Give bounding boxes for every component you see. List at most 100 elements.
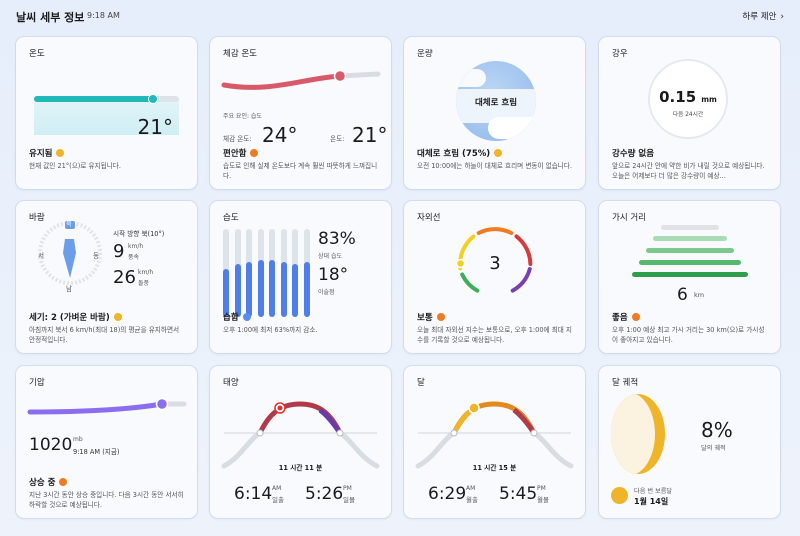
feels-label: 체감 온도: bbox=[223, 135, 252, 143]
sunset-time: 5:26 bbox=[305, 484, 344, 504]
card-title: 바람 bbox=[29, 213, 45, 223]
temperature-fill bbox=[34, 96, 153, 102]
precipitation-card[interactable]: 강우 0.15 mm 다음 24시간 강수량 없음 앞으로 24시간 안에 약한… bbox=[599, 37, 780, 189]
wind-gust-label: 돌풍 bbox=[138, 280, 150, 287]
visibility-card[interactable]: 가시 거리 6 km 좋음 오후 1:00 예상 최고 가시 거리는 30 km… bbox=[599, 201, 780, 353]
humidity-bar bbox=[280, 262, 287, 317]
precip-desc: 앞으로 24시간 안에 약한 비가 내릴 것으로 예상됩니다. 오늘은 어제보다… bbox=[612, 162, 765, 180]
visibility-bar bbox=[639, 260, 741, 265]
humidity-bar bbox=[257, 259, 264, 317]
temp-label: 온도: bbox=[330, 135, 345, 143]
uv-value: 3 bbox=[489, 253, 501, 274]
status-icon bbox=[436, 313, 445, 321]
feels-desc: 습도로 인해 실제 온도보다 계속 훨씬 따뜻하게 느껴집니다. bbox=[223, 162, 378, 180]
cloud-sky-circle bbox=[456, 61, 536, 141]
sun-card[interactable]: 태양 11 시간 11 분 6:14 AM 일출 5:26 PM 일몰 bbox=[210, 366, 391, 518]
daily-suggestion-link[interactable]: 하루 제안 › bbox=[742, 12, 784, 22]
status-icon bbox=[59, 478, 68, 486]
next-full-moon-date: 1월 14일 bbox=[634, 497, 669, 506]
temperature-desc: 현재 값인 21°(으)로 유지됩니다. bbox=[29, 162, 121, 170]
compass-north: 북 bbox=[66, 221, 72, 228]
feels-like-card[interactable]: 체감 온도 주요 요인: 습도 체감 온도: 24° 온도: 21° 편안함 습… bbox=[210, 37, 391, 189]
cloud-summary: 대체로 흐림 (75%) bbox=[417, 147, 503, 159]
status-icon bbox=[631, 313, 640, 321]
humidity-bar bbox=[223, 268, 229, 317]
card-title: 습도 bbox=[223, 213, 239, 223]
humidity-card[interactable]: 습도 83% 상대 습도 18° 이슬점 습함 오후 1:00에 최저 63%까… bbox=[210, 201, 391, 353]
wind-speed-label: 풍속 bbox=[128, 254, 140, 261]
compass-east: 동 bbox=[93, 252, 100, 260]
wind-speed-unit: km/h bbox=[128, 243, 144, 250]
sunrise-label: 일출 bbox=[272, 496, 284, 504]
sunset-ampm: PM bbox=[343, 485, 352, 492]
cloud-desc: 오전 10:00에는 하늘이 대체로 흐리며 변동이 없습니다. bbox=[417, 162, 572, 170]
cloud-center-label: 대체로 흐림 bbox=[474, 98, 518, 108]
precip-value-row: 0.15 mm bbox=[648, 87, 728, 106]
dew-point-label: 이슬점 bbox=[318, 289, 335, 296]
card-title: 태양 bbox=[223, 378, 239, 388]
card-title: 달 궤적 bbox=[612, 378, 639, 388]
card-title: 체감 온도 bbox=[223, 49, 257, 59]
compass-south: 남 bbox=[66, 285, 73, 293]
pressure-card[interactable]: 기압 1020 mb 9:18 AM (지금) 상승 중 지난 3시간 동안 상… bbox=[16, 366, 197, 518]
card-title: 자외선 bbox=[417, 213, 441, 223]
precip-sub: 다음 24시간 bbox=[672, 112, 704, 118]
compass-west: 서 bbox=[38, 252, 45, 260]
wind-desc: 아침까지 북서 6 km/h(최대 18)의 평균을 유지하면서 안정적입니다. bbox=[29, 326, 180, 344]
wind-direction: 시작 방향 북(10°) bbox=[113, 230, 165, 238]
pressure-desc: 지난 3시간 동안 상승 중입니다. 다음 3시간 동안 서서히 하락할 것으로… bbox=[29, 491, 184, 509]
pressure-unit: mb bbox=[73, 436, 83, 443]
sunrise-ampm: AM bbox=[272, 485, 282, 492]
pressure-value: 1020 bbox=[29, 435, 73, 455]
temperature-knob bbox=[147, 94, 158, 104]
cloud-cover-card[interactable]: 운량 대체로 흐림 대체로 흐림 (75%) 오전 10:00에는 하늘이 대체… bbox=[404, 37, 585, 189]
uv-desc: 오늘 최대 자외선 지수는 보통으로, 오후 1:00에 최대 지수를 기록할 … bbox=[417, 326, 572, 344]
wind-speed-value: 9 bbox=[113, 241, 125, 262]
precip-value: 0.15 bbox=[659, 88, 697, 106]
humidity-desc: 오후 1:00에 최저 63%까지 감소. bbox=[223, 326, 318, 334]
pressure-curve bbox=[27, 397, 187, 415]
visibility-unit: km bbox=[694, 291, 705, 299]
wind-compass bbox=[38, 221, 102, 285]
temperature-card[interactable]: 온도 21° 유지됨 현재 값인 21°(으)로 유지됩니다. bbox=[16, 37, 197, 189]
uv-gauge bbox=[455, 227, 533, 293]
chevron-right-icon: › bbox=[780, 12, 784, 22]
status-icon bbox=[250, 149, 259, 157]
precip-unit: mm bbox=[701, 95, 717, 104]
moonrise-label: 월출 bbox=[466, 496, 478, 504]
pressure-time: 9:18 AM (지금) bbox=[73, 448, 120, 456]
wind-card[interactable]: 바람 북 동 남 서 시작 방향 북(10°) 9 km/h 풍속 26 km/… bbox=[16, 201, 197, 353]
temperature-summary: 유지됨 bbox=[29, 147, 65, 159]
moon-phase-card[interactable]: 달 궤적 8% 달의 궤적 다음 번 보름달 1월 14일 bbox=[599, 366, 780, 518]
visibility-bar bbox=[632, 272, 748, 277]
status-icon bbox=[494, 149, 503, 157]
humidity-value: 83% bbox=[318, 229, 356, 249]
uv-card[interactable]: 자외선 3 보통 오늘 최대 자외선 지수는 보통으로, 오후 1:00에 최대… bbox=[404, 201, 585, 353]
moon-phase-value: 8% bbox=[701, 418, 733, 442]
moon-arc bbox=[415, 401, 574, 469]
visibility-value: 6 bbox=[677, 285, 688, 305]
wind-summary: 세기: 2 (가벼운 바람) bbox=[29, 311, 122, 323]
humidity-bar bbox=[234, 264, 241, 317]
card-title: 가시 거리 bbox=[612, 213, 646, 223]
card-title: 온도 bbox=[29, 49, 45, 59]
visibility-bar bbox=[653, 236, 727, 241]
next-full-moon-label: 다음 번 보름달 bbox=[634, 488, 673, 495]
humidity-bar bbox=[303, 262, 310, 317]
sunrise-time: 6:14 bbox=[234, 484, 273, 504]
visibility-bar bbox=[646, 248, 734, 253]
page-title: 날씨 세부 정보 bbox=[16, 11, 85, 24]
sunset-label: 일몰 bbox=[343, 496, 355, 504]
wind-gust-value: 26 bbox=[113, 267, 136, 288]
visibility-bar bbox=[661, 225, 719, 230]
moon-phase-icon bbox=[611, 394, 665, 474]
card-title: 달 bbox=[417, 378, 425, 388]
card-title: 강우 bbox=[612, 49, 628, 59]
moonset-time: 5:45 bbox=[499, 484, 538, 504]
sun-duration: 11 시간 11 분 bbox=[278, 464, 323, 472]
pressure-summary: 상승 중 bbox=[29, 476, 68, 488]
moon-card[interactable]: 달 11 시간 15 분 6:29 AM 월출 5:45 PM 월몰 bbox=[404, 366, 585, 518]
uv-summary: 보통 bbox=[417, 311, 445, 323]
humidity-summary: 습함 bbox=[223, 311, 251, 323]
moonset-ampm: PM bbox=[537, 485, 546, 492]
